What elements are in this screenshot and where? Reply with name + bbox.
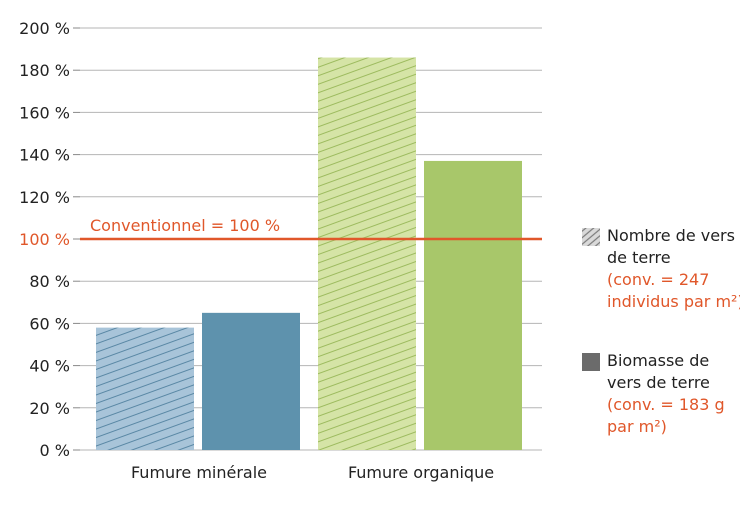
y-tick-label: 100 % — [19, 230, 70, 249]
x-category-label: Fumure organique — [348, 463, 494, 482]
legend-swatch-solid — [582, 353, 600, 371]
y-tick-label: 0 % — [40, 441, 70, 460]
reference-line-label: Conventionnel = 100 % — [90, 216, 280, 235]
legend-swatch-hatched — [582, 228, 600, 246]
y-tick-label: 20 % — [29, 399, 70, 418]
y-tick-label: 140 % — [19, 146, 70, 165]
bar-organic-biomass — [424, 160, 522, 450]
legend-note-count: (conv. = 247 individus par m²) — [607, 270, 740, 311]
y-tick-label: 40 % — [29, 357, 70, 376]
reference-line-group: Conventionnel = 100 % — [80, 216, 542, 241]
x-axis: Fumure minérale Fumure organique — [131, 463, 494, 482]
bars — [96, 57, 522, 450]
y-axis: 0 % 20 % 40 % 60 % 80 % 100 % 120 % 140 % 160 % 1… — [19, 19, 80, 460]
y-tick-label: 160 % — [19, 103, 70, 122]
legend-note-biomass: (conv. = 183 g par m²) — [607, 395, 725, 436]
y-tick-label: 80 % — [29, 272, 70, 291]
legend-label-count: Nombre de vers de terre — [607, 226, 735, 267]
bar-organic-count — [318, 57, 416, 450]
y-tick-label: 120 % — [19, 188, 70, 207]
y-tick-label: 180 % — [19, 61, 70, 80]
legend-item-biomass: Biomasse de vers de terre (conv. = 183 g… — [582, 350, 740, 438]
y-tick-label: 200 % — [19, 19, 70, 38]
legend-label-biomass: Biomasse de vers de terre — [607, 351, 710, 392]
bar-mineral-biomass — [202, 312, 300, 450]
legend-item-count: Nombre de vers de terre (conv. = 247 ind… — [582, 225, 740, 313]
bar-mineral-count — [96, 327, 194, 450]
y-tick-label: 60 % — [29, 314, 70, 333]
x-category-label: Fumure minérale — [131, 463, 267, 482]
